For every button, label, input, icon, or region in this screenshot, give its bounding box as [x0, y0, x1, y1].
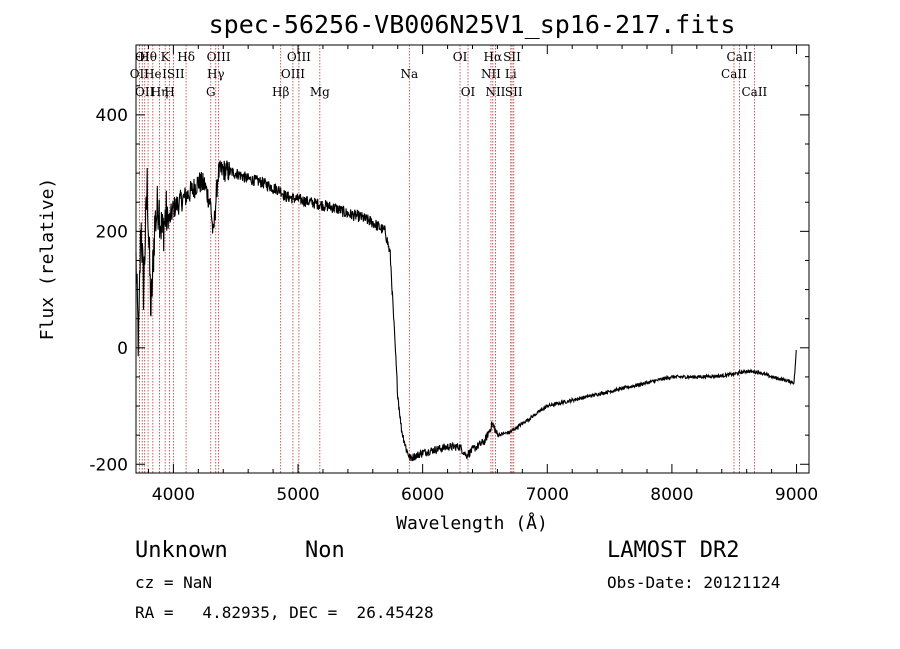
object-class: Unknown: [135, 538, 228, 563]
spectral-line-label: OII: [130, 67, 150, 81]
y-axis-label: Flux (relative): [37, 178, 58, 341]
spectral-line-label: K: [161, 50, 171, 64]
spectral-line-label: SII: [503, 50, 521, 64]
spectral-line-label: OI: [135, 50, 150, 64]
x-axis-label: Wavelength (Å): [396, 512, 548, 534]
y-tick-label: -200: [89, 455, 128, 475]
spectral-line-label: OIII: [207, 50, 231, 64]
spectral-line-label: OIII: [287, 50, 311, 64]
spectral-line-label: H: [164, 85, 174, 99]
spectral-line-markers: [138, 45, 755, 473]
spectral-line-label: SII: [505, 85, 523, 99]
spectral-line-label: Hβ: [272, 85, 289, 99]
y-tick-label: 0: [117, 339, 128, 359]
x-tick-label: 8000: [650, 485, 693, 505]
spectral-line-label: Mg: [310, 85, 330, 99]
spectral-line-label: CaII: [721, 67, 747, 81]
observation-date: Obs-Date: 20121124: [607, 573, 781, 592]
x-tick-label: 7000: [526, 485, 569, 505]
spectral-line-label: ISII: [162, 67, 185, 81]
spectral-line-labels: OII OI OII Hθ He Hη K H ISII Hδ G Hγ OIII Hβ OIII OIII M…: [130, 50, 768, 99]
spectral-line-label: OI: [453, 50, 468, 64]
y-tick-label: 400: [96, 106, 128, 126]
spectral-line-label: NII: [481, 67, 501, 81]
spectral-line-label: G: [206, 85, 216, 99]
spectral-line-label: NII: [485, 85, 505, 99]
plot-frame: [135, 44, 810, 474]
y-axis-ticks: -200 0 200 400: [89, 56, 809, 475]
spectral-line-label: Na: [400, 67, 418, 81]
spectral-line-label: Hα: [484, 50, 503, 64]
spectral-line-label: OIII: [281, 67, 305, 81]
spectral-line-label: OII: [135, 85, 155, 99]
survey-name: LAMOST DR2: [607, 538, 740, 563]
spectral-line-label: Hγ: [207, 67, 225, 81]
spectrum-line: [135, 160, 797, 462]
ra-dec-coordinates: RA = 4.82935, DEC = 26.45428: [135, 603, 434, 622]
spectral-line-label: CaII: [727, 50, 753, 64]
x-tick-label: 6000: [401, 485, 444, 505]
x-axis-ticks: 4000 5000 6000 7000 8000 9000: [147, 45, 818, 505]
spectral-line-label: Hη: [151, 85, 169, 99]
x-tick-label: 9000: [775, 485, 818, 505]
spectral-line-label: CaII: [741, 85, 767, 99]
x-tick-label: 4000: [152, 485, 195, 505]
spectral-line-label: He: [144, 67, 162, 81]
redshift-cz: cz = NaN: [135, 573, 213, 592]
spectral-line-label: Li: [505, 67, 517, 81]
chart-title: spec-56256-VB006N25V1_sp16-217.fits: [209, 10, 736, 39]
object-subclass: Non: [305, 538, 345, 563]
spectral-line-label: Hθ: [139, 50, 157, 64]
spectral-line-label: Hδ: [177, 50, 195, 64]
x-tick-label: 5000: [276, 485, 319, 505]
spectral-line-label: OI: [461, 85, 476, 99]
y-tick-label: 200: [96, 222, 128, 242]
